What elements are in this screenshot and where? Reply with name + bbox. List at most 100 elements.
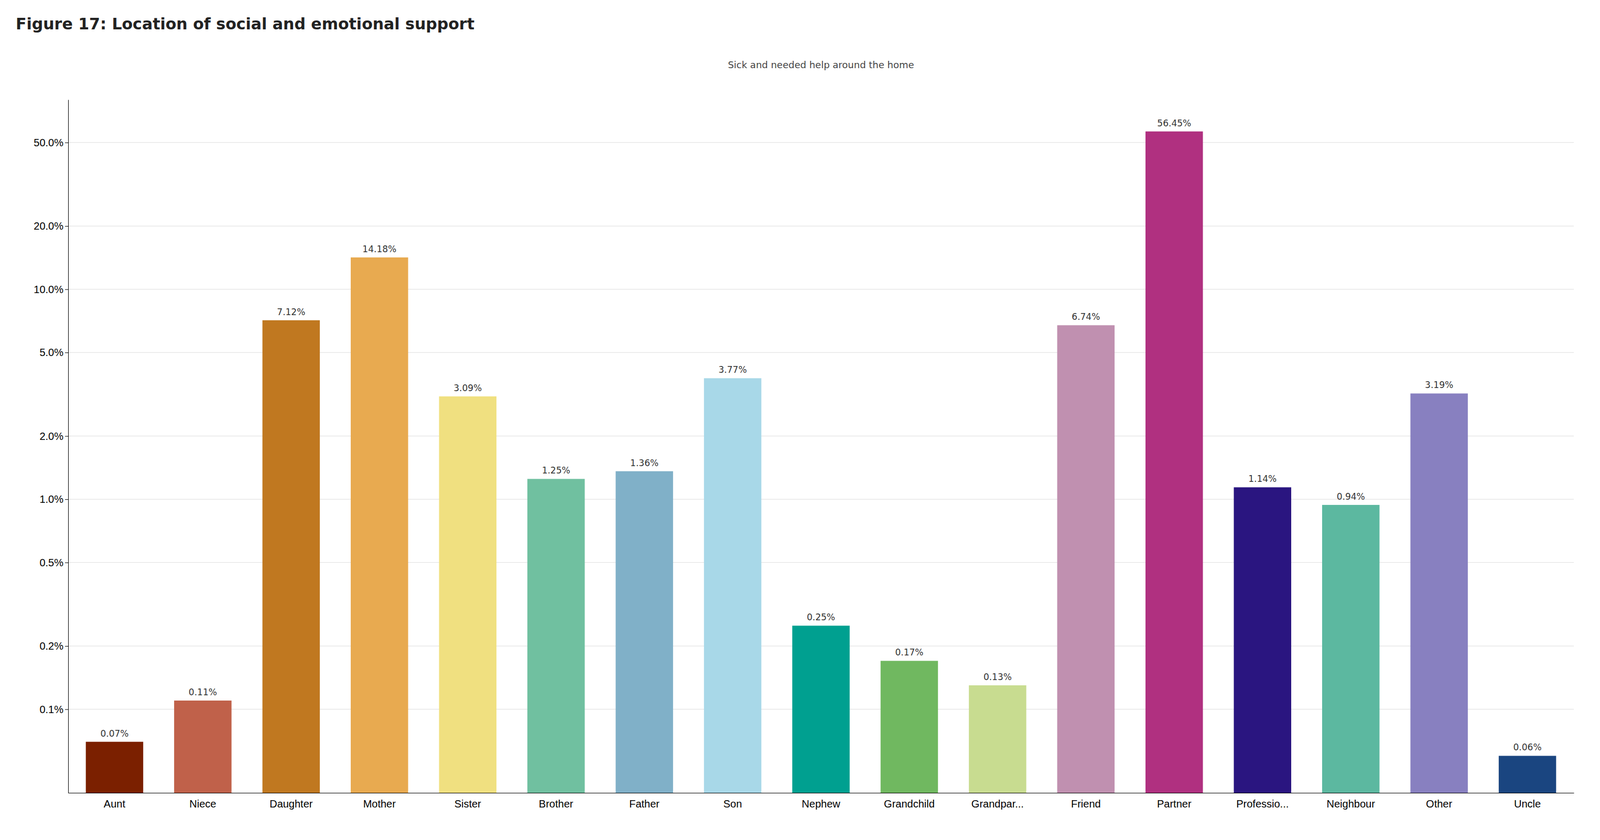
bar (1322, 504, 1380, 793)
y-tick: 50.0% (33, 136, 69, 149)
x-tick-label: Sister (454, 797, 482, 810)
bar (174, 700, 232, 793)
x-tick-label: Friend (1071, 797, 1101, 810)
bar (1410, 393, 1468, 793)
x-tick: Partner (1157, 797, 1192, 810)
y-tick-mark (65, 289, 69, 290)
y-tick-label: 0.2% (39, 640, 64, 652)
data-label: 6.74% (1071, 311, 1100, 322)
y-tick: 0.1% (39, 703, 69, 716)
x-tick: Nephew (801, 797, 841, 810)
bar (262, 320, 320, 793)
x-tick-label: Brother (538, 797, 574, 810)
plot-area: 0.07%0.11%7.12%14.18%3.09%1.25%1.36%3.77… (33, 100, 1574, 810)
grid-line (68, 225, 1574, 227)
x-tick-label: Professio... (1236, 797, 1289, 810)
y-tick-mark (65, 225, 69, 227)
bar (85, 741, 144, 793)
data-label: 0.11% (188, 686, 218, 698)
subtitle: Sick and needed help around the home (727, 59, 914, 71)
y-tick: 10.0% (33, 283, 69, 296)
y-tick: 20.0% (33, 220, 69, 232)
data-label: 1.36% (630, 457, 659, 469)
x-tick: Grandchild (883, 797, 935, 810)
grid-line (68, 288, 1574, 290)
x-tick-label: Daughter (269, 797, 313, 810)
data-label: 3.77% (718, 364, 748, 375)
y-tick-label: 50.0% (33, 136, 64, 149)
x-tick-label: Uncle (1514, 797, 1541, 810)
x-tick-label: Mother (363, 797, 397, 810)
data-label: 3.09% (453, 382, 482, 394)
x-tick: Brother (538, 797, 574, 810)
x-tick: Other (1425, 797, 1453, 810)
x-axis: Aunt Niece Daughter Mother Sister Brother Fath… (68, 793, 1575, 810)
bar (880, 660, 938, 793)
x-tick-label: Other (1425, 797, 1453, 810)
y-tick: 0.2% (39, 640, 69, 652)
x-tick-label: Neighbour (1326, 797, 1376, 810)
x-tick: Uncle (1514, 797, 1541, 810)
bar (792, 625, 850, 793)
data-labels: 0.07%0.11%7.12%14.18%3.09%1.25%1.36%3.77… (100, 117, 1542, 753)
y-axis: 0.1% 0.2% 0.5% 1.0% 2.0% 5.0% 10.0% 20.0% 50.0% (33, 100, 69, 794)
y-tick-label: 0.5% (39, 556, 64, 569)
bar (704, 377, 762, 793)
x-tick: Father (629, 797, 660, 810)
x-tick: Professio... (1236, 797, 1289, 810)
bar (438, 396, 496, 793)
y-tick: 1.0% (39, 493, 69, 505)
x-tick: Sister (454, 797, 482, 810)
y-tick-label: 10.0% (33, 283, 64, 296)
x-tick-label: Aunt (103, 797, 126, 810)
y-tick-label: 5.0% (39, 346, 64, 359)
x-axis-line (68, 792, 1575, 794)
data-label: 0.13% (983, 671, 1012, 683)
data-label: 0.06% (1513, 741, 1542, 753)
x-tick-label: Grandchild (883, 797, 935, 810)
y-tick-mark (65, 142, 69, 144)
y-tick-mark (65, 352, 69, 353)
bars (85, 131, 1557, 793)
data-label: 14.18% (362, 243, 397, 255)
y-tick: 0.5% (39, 556, 69, 569)
grid-line (68, 142, 1574, 143)
data-label: 0.17% (894, 646, 924, 658)
y-tick-label: 2.0% (39, 429, 64, 442)
bar (1233, 487, 1291, 793)
bar (350, 257, 408, 793)
x-tick: Mother (363, 797, 397, 810)
data-label: 56.45% (1157, 117, 1192, 129)
data-label: 0.25% (806, 611, 836, 623)
y-tick: 5.0% (39, 346, 69, 359)
x-tick-label: Nephew (801, 797, 841, 810)
y-tick-label: 0.1% (39, 703, 64, 716)
y-tick-mark (65, 562, 69, 564)
y-tick-mark (65, 709, 69, 710)
bar (527, 478, 585, 793)
y-tick: 2.0% (39, 429, 69, 442)
x-tick-label: Grandpar... (971, 797, 1024, 810)
bar (968, 685, 1026, 793)
x-tick: Daughter (269, 797, 313, 810)
data-label: 0.94% (1336, 491, 1366, 502)
title: Figure 17: Location of social and emotio… (15, 14, 475, 34)
bar (615, 471, 673, 793)
x-tick: Neighbour (1326, 797, 1376, 810)
y-tick-label: 20.0% (33, 220, 64, 232)
x-tick: Niece (189, 797, 216, 810)
y-tick-label: 1.0% (39, 493, 64, 505)
x-tick-label: Niece (189, 797, 216, 810)
x-tick-label: Partner (1157, 797, 1192, 810)
y-tick-mark (65, 436, 69, 437)
bar (1498, 755, 1556, 793)
x-tick: Grandpar... (971, 797, 1024, 810)
data-label: 1.14% (1248, 473, 1277, 484)
x-tick: Son (723, 797, 743, 810)
x-tick: Friend (1071, 797, 1101, 810)
bar (1057, 325, 1115, 793)
y-tick-mark (65, 645, 69, 647)
data-label: 1.25% (542, 465, 571, 476)
chart: Figure 17: Location of social and emotio… (0, 0, 1600, 840)
data-label: 7.12% (276, 306, 306, 318)
